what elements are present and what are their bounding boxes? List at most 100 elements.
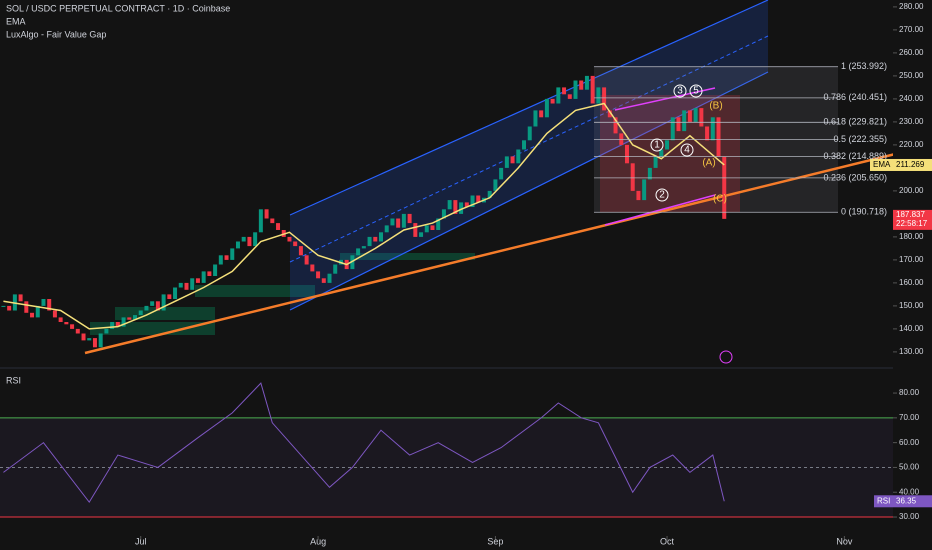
rsi-tick-label: 40.00 <box>899 487 920 496</box>
candle <box>539 110 544 118</box>
candle <box>190 278 195 290</box>
candle <box>533 110 538 127</box>
candle <box>235 241 240 249</box>
candle <box>493 179 498 191</box>
wedge-line <box>604 194 716 226</box>
candle <box>384 225 389 233</box>
candle <box>361 246 366 249</box>
candle <box>470 195 475 207</box>
fib-label: 0.618 (229.821) <box>823 117 887 127</box>
candle <box>396 218 401 228</box>
candle <box>115 322 120 327</box>
candle <box>670 117 675 141</box>
candle <box>647 167 652 180</box>
candle <box>52 310 57 318</box>
indicator-label: EMA <box>6 16 26 26</box>
candle <box>584 75 589 90</box>
candle <box>293 241 298 247</box>
wave-label: 3 <box>677 86 683 97</box>
candle <box>424 225 429 233</box>
event-icon <box>719 350 733 364</box>
candle <box>556 87 561 104</box>
candle <box>602 87 607 111</box>
wave-circle <box>673 84 687 98</box>
y-tick-label: 160.00 <box>899 278 924 287</box>
wave-label: 4 <box>684 145 690 156</box>
candle <box>92 338 97 348</box>
axis-bg <box>893 0 932 550</box>
y-tick-label: 200.00 <box>899 186 924 195</box>
candle <box>195 278 200 283</box>
rsi-tag <box>874 495 932 508</box>
candle <box>138 310 143 316</box>
candle <box>144 305 149 311</box>
wave-circle <box>680 143 694 157</box>
candle <box>304 255 309 265</box>
y-tick-label: 240.00 <box>899 94 924 103</box>
candle <box>178 282 183 288</box>
ema-tag-value: 211.269 <box>896 160 925 169</box>
x-tick-label: Nov <box>836 536 853 546</box>
candle <box>453 200 458 214</box>
candle <box>110 322 115 329</box>
candle <box>287 236 292 242</box>
candle <box>413 223 418 237</box>
rsi-tick-label: 60.00 <box>899 438 920 447</box>
candle <box>81 333 86 341</box>
candle <box>419 232 424 237</box>
y-tick-label: 270.00 <box>899 25 924 34</box>
candle <box>613 117 618 134</box>
candle <box>230 248 235 260</box>
candle <box>390 218 395 226</box>
x-tick-label: Aug <box>310 536 326 546</box>
fib-label: 0.236 (205.650) <box>823 172 887 182</box>
y-tick-label: 280.00 <box>899 2 924 11</box>
candle <box>665 140 670 150</box>
candle <box>722 156 727 219</box>
candle <box>35 305 40 318</box>
last-price: 187.837 <box>896 210 925 219</box>
candle <box>224 255 229 260</box>
candle <box>356 248 361 256</box>
rsi-title: RSI <box>6 375 21 385</box>
candle <box>207 271 212 276</box>
candle <box>70 324 75 329</box>
candle <box>47 299 52 311</box>
countdown: 22:58:17 <box>896 219 928 228</box>
wave-label: (B) <box>709 101 722 112</box>
candle <box>218 255 223 265</box>
candle <box>264 209 269 219</box>
candle <box>87 338 92 341</box>
candle <box>378 232 383 242</box>
candle <box>459 202 464 214</box>
rsi-line <box>3 382 725 504</box>
candle <box>75 328 80 334</box>
candle <box>562 87 567 95</box>
candle <box>155 301 160 311</box>
wedge-line <box>614 87 716 111</box>
fvg-box <box>115 307 215 320</box>
candle <box>447 200 452 210</box>
candle <box>253 232 258 247</box>
candle <box>98 333 103 348</box>
y-tick-label: 170.00 <box>899 255 924 264</box>
candle <box>173 287 178 299</box>
candle <box>270 218 275 224</box>
candle <box>258 209 263 233</box>
candle <box>150 301 155 306</box>
rsi-tag-name: RSI <box>877 496 890 505</box>
candle <box>401 213 406 228</box>
candle <box>710 117 715 141</box>
fib-label: 1 (253.992) <box>841 61 887 71</box>
candle <box>682 110 687 132</box>
candle <box>333 264 338 274</box>
candle <box>24 301 29 313</box>
candle <box>41 299 46 306</box>
candle <box>716 117 721 157</box>
candle <box>276 223 281 230</box>
candle <box>630 163 635 191</box>
candle <box>367 236 372 247</box>
y-tick-label: 260.00 <box>899 48 924 57</box>
candle <box>298 246 303 256</box>
candle <box>104 328 109 334</box>
